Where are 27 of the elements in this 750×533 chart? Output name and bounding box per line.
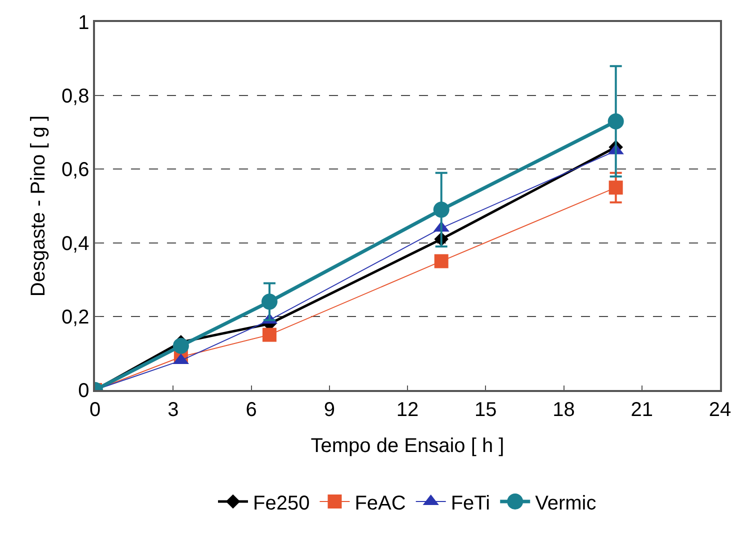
y-tick-label: 0,2: [61, 306, 90, 328]
point: [433, 202, 450, 218]
y-axis-title: Desgaste - Pino [ g ]: [28, 115, 50, 297]
x-axis-title: Tempo de Ensaio [ h ]: [310, 434, 504, 457]
y-tick-label: 0,4: [61, 232, 90, 255]
point: [434, 254, 448, 268]
x-tick-label: 3: [168, 398, 179, 421]
x-tick-label: 18: [552, 398, 575, 421]
y-tick-label: 0,6: [61, 159, 90, 182]
point: [172, 338, 189, 354]
point: [608, 113, 624, 130]
x-tick-label: 12: [396, 398, 419, 421]
point: [262, 328, 276, 342]
x-tick-label: 21: [630, 398, 654, 421]
y-tick-label: 0,8: [61, 86, 90, 108]
point: [261, 294, 278, 310]
legend-label: FeAC: [354, 492, 406, 514]
legend-label: Fe250: [253, 492, 310, 514]
x-tick-label: 15: [474, 398, 497, 421]
x-tick-label: 6: [246, 398, 257, 421]
y-tick-label: 0: [78, 380, 90, 402]
legend-label: Vermic: [535, 492, 596, 514]
y-tick-label: 1: [78, 12, 90, 34]
legend-label: FeTi: [450, 492, 490, 514]
point: [608, 180, 623, 195]
x-tick-label: 24: [708, 398, 732, 421]
x-tick-label: 9: [324, 398, 335, 421]
